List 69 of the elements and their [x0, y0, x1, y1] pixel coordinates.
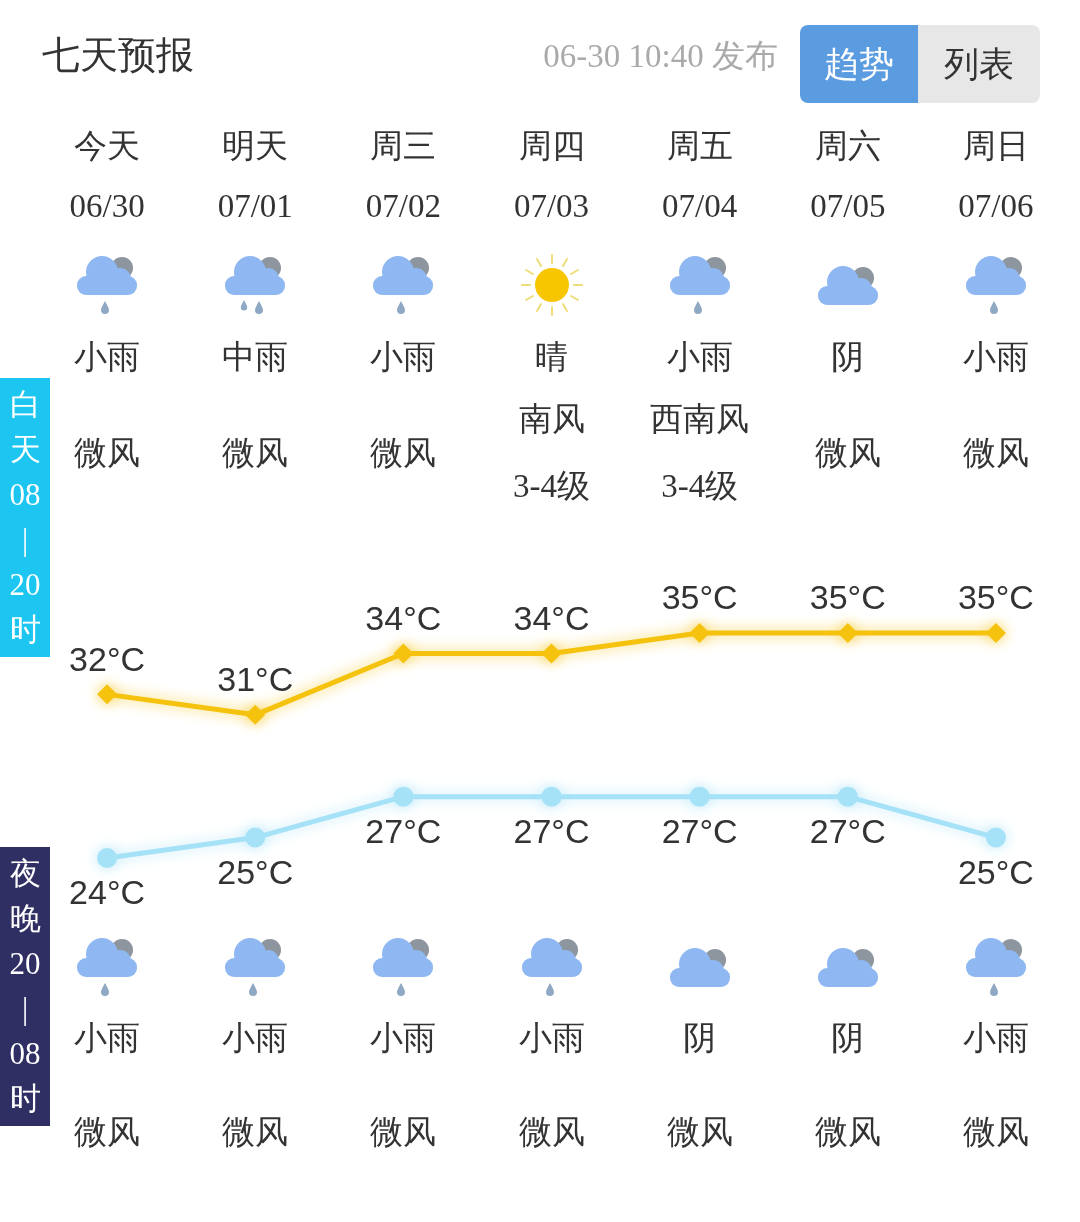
text: 小雨 — [962, 1019, 1029, 1058]
text: 小雨 — [518, 1019, 585, 1058]
text: 微风 — [962, 1113, 1029, 1152]
point — [985, 623, 1006, 643]
point — [689, 623, 710, 643]
x-tick-label: 周五 07/04 — [662, 127, 738, 224]
point — [393, 786, 414, 807]
x-tick-label: 明天 07/01 — [217, 127, 293, 224]
annotation: 夜晚20|08时 — [0, 847, 50, 1126]
chart-subtitle: 06-30 10:40 发布 — [543, 37, 778, 76]
text: 小雨 — [222, 1019, 289, 1058]
point — [985, 827, 1006, 848]
chart-title: 七天预报 — [42, 33, 194, 78]
data-label: 35°C — [957, 578, 1034, 617]
text: 阴 — [683, 1019, 717, 1058]
tab-button: 趋势 — [800, 25, 918, 103]
point — [689, 786, 710, 807]
point — [541, 786, 562, 807]
x-tick-label: 周六 07/05 — [810, 127, 886, 224]
data-label: 27°C — [365, 812, 442, 851]
text: 小雨 — [370, 338, 437, 377]
text: 微风 — [518, 1113, 585, 1152]
point — [837, 786, 858, 807]
point — [97, 684, 118, 705]
point — [393, 643, 414, 664]
data-label: 34°C — [365, 598, 442, 637]
text: 微风 — [222, 434, 289, 473]
data-label: 34°C — [513, 598, 590, 637]
text: 西南风 3-4级 — [650, 400, 750, 506]
text: 微风 — [74, 434, 141, 473]
text: 微风 — [666, 1113, 733, 1152]
text: 阴 — [831, 1019, 865, 1058]
data-label: 25°C — [957, 852, 1034, 891]
text: 微风 — [222, 1113, 289, 1152]
point — [245, 827, 266, 848]
data-label: 35°C — [809, 578, 886, 617]
annotation: 白天08|20时 — [0, 378, 50, 657]
text: 小雨 — [74, 338, 141, 377]
x-tick-label: 今天 06/30 — [69, 127, 145, 224]
x-tick-label: 周三 07/02 — [365, 127, 441, 224]
data-label: 32°C — [69, 639, 146, 678]
text: 微风 — [962, 434, 1029, 473]
data-label: 24°C — [69, 873, 146, 912]
data-label: 31°C — [217, 660, 294, 699]
text: 晴 — [535, 338, 568, 377]
text: 微风 — [370, 1113, 437, 1152]
point — [97, 848, 118, 868]
x-tick-label: 周日 07/06 — [958, 127, 1034, 224]
x-tick-label: 周四 07/03 — [513, 127, 590, 224]
data-label: 27°C — [809, 812, 886, 851]
point — [541, 643, 562, 664]
text: 阴 — [831, 338, 865, 377]
text: 微风 — [370, 434, 437, 473]
text: 小雨 — [666, 338, 733, 377]
text: 微风 — [74, 1113, 141, 1152]
text: 南风 3-4级 — [513, 400, 590, 506]
point — [245, 704, 266, 725]
text: 小雨 — [962, 338, 1029, 377]
text: 微风 — [814, 434, 881, 473]
text: 微风 — [814, 1113, 881, 1152]
data-label: 27°C — [513, 812, 590, 851]
tab-button: 列表 — [918, 25, 1040, 103]
point — [837, 623, 858, 643]
text: 小雨 — [370, 1019, 437, 1058]
text: 小雨 — [74, 1019, 141, 1058]
data-label: 25°C — [217, 852, 294, 891]
data-label: 35°C — [661, 578, 738, 617]
text: 中雨 — [222, 338, 289, 377]
data-label: 27°C — [661, 812, 738, 851]
